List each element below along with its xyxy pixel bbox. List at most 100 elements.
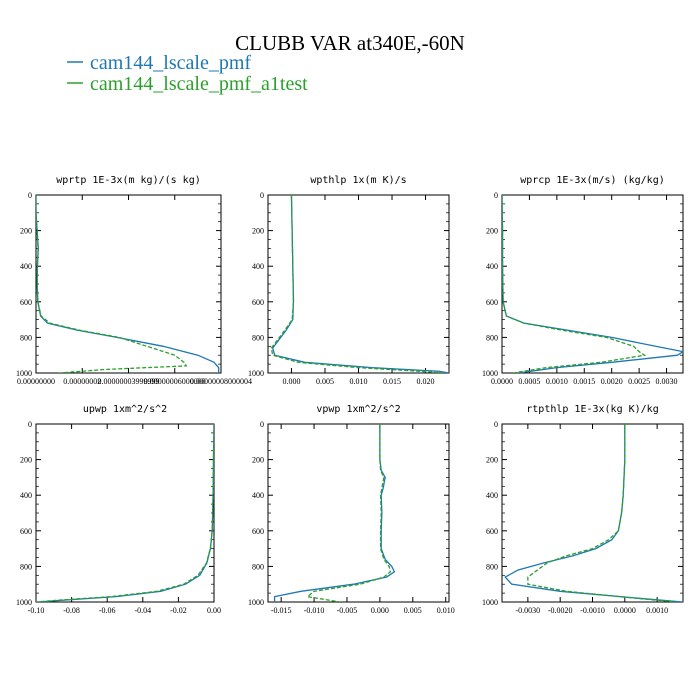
y-tick-label: 0 xyxy=(260,191,264,200)
panel-title: wprcp 1E-3x(m/s) (kg/kg) xyxy=(520,175,665,186)
panel-5: vpwp 1xm^2/s^2 0 200 400 600 800 1000 -0.015 -0.… xyxy=(248,404,455,615)
y-tick-label: 400 xyxy=(252,262,264,271)
y-tick-label: 600 xyxy=(20,298,32,307)
y-tick-label: 800 xyxy=(486,562,498,571)
x-tick-label: 0.0025 xyxy=(628,377,650,386)
series-line-2 xyxy=(270,195,446,373)
x-tick-label: 0.005 xyxy=(316,377,334,386)
y-tick-label: 600 xyxy=(252,527,264,536)
legend: cam144_lscale_pmf cam144_lscale_pmf_a1te… xyxy=(67,52,308,95)
x-tick-label: 0.010 xyxy=(437,606,455,615)
y-tick-label: 0 xyxy=(28,191,32,200)
panels-group: wprtp 1E-3x(m kg)/(s kg) 0 200 400 600 800 100… xyxy=(16,175,684,615)
x-tick-label: 0.0020 xyxy=(601,377,623,386)
series-line-2 xyxy=(36,195,188,373)
series-line-1 xyxy=(502,195,683,373)
y-tick-label: 200 xyxy=(20,456,32,465)
legend-label-series-2: cam144_lscale_pmf_a1test xyxy=(90,73,308,95)
y-tick-label: 600 xyxy=(20,527,32,536)
y-tick-label: 1000 xyxy=(248,369,264,378)
x-tick-label: -0.04 xyxy=(134,606,151,615)
x-tick-label: 0.005 xyxy=(404,606,422,615)
y-tick-label: 400 xyxy=(20,262,32,271)
y-tick-label: 400 xyxy=(486,491,498,500)
series-line-1 xyxy=(37,424,214,602)
y-tick-label: 200 xyxy=(20,227,32,236)
y-tick-label: 0 xyxy=(28,420,32,429)
y-tick-label: 600 xyxy=(252,298,264,307)
y-tick-label: 200 xyxy=(252,456,264,465)
series-line-2 xyxy=(502,195,647,373)
panel-1: wprtp 1E-3x(m kg)/(s kg) 0 200 400 600 800 100… xyxy=(16,175,252,386)
x-tick-label: -0.010 xyxy=(304,606,325,615)
series-line-1 xyxy=(271,195,449,373)
series-line-1 xyxy=(504,424,683,602)
y-tick-label: 200 xyxy=(252,227,264,236)
x-tick-label: -0.0030 xyxy=(516,606,541,615)
x-tick-label: 0.015 xyxy=(383,377,401,386)
y-tick-label: 200 xyxy=(486,456,498,465)
x-tick-label: 0.000 xyxy=(371,606,389,615)
series-line-1 xyxy=(36,195,220,373)
x-tick-label: 0.00000002 xyxy=(63,377,101,386)
panel-4: upwp 1xm^2/s^2 0 200 400 600 800 1000-0.10 -0.0… xyxy=(16,404,221,615)
x-tick-label: 0.000 xyxy=(282,377,300,386)
plot-frame xyxy=(35,194,222,374)
x-tick-label: -0.0010 xyxy=(580,606,605,615)
panel-title: rtpthlp 1E-3x(kg K)/kg xyxy=(526,404,658,415)
y-tick-label: 1000 xyxy=(482,369,498,378)
x-tick-label: 0.0000 xyxy=(614,606,636,615)
x-tick-label: 0.020 xyxy=(417,377,435,386)
x-tick-label: 0.0015 xyxy=(573,377,595,386)
y-tick-label: 0 xyxy=(494,191,498,200)
x-tick-label: 0.010 xyxy=(350,377,368,386)
legend-label-series-1: cam144_lscale_pmf xyxy=(90,52,251,74)
y-tick-label: 800 xyxy=(20,562,32,571)
x-tick-label: -0.015 xyxy=(271,606,292,615)
series-line-1 xyxy=(273,424,396,602)
y-tick-label: 1000 xyxy=(482,598,498,607)
panel-6: rtpthlp 1E-3x(kg K)/kg 0 200 400 600 800 1000 -… xyxy=(482,404,684,615)
x-tick-label: 0.00000003999999 xyxy=(98,377,160,386)
y-tick-label: 800 xyxy=(252,333,264,342)
y-tick-label: 400 xyxy=(252,491,264,500)
x-tick-label: 0.00 xyxy=(207,606,221,615)
x-tick-label: 0.0030 xyxy=(656,377,678,386)
panel-title: wpthlp 1x(m K)/s xyxy=(310,175,406,186)
x-tick-label: 0.0010 xyxy=(646,606,668,615)
y-tick-label: 1000 xyxy=(248,598,264,607)
y-tick-label: 600 xyxy=(486,527,498,536)
y-tick-label: 0 xyxy=(260,420,264,429)
x-tick-label: -0.005 xyxy=(337,606,358,615)
y-tick-label: 400 xyxy=(486,262,498,271)
x-tick-label: 0.0005 xyxy=(518,377,540,386)
series-line-2 xyxy=(36,424,214,602)
figure-title: CLUBB VAR at340E,-60N xyxy=(235,31,465,55)
y-tick-label: 1000 xyxy=(16,369,32,378)
x-tick-label: 0.00000006000000 xyxy=(144,377,206,386)
panel-3: wprcp 1E-3x(m/s) (kg/kg) 0 200 400 600 800 100… xyxy=(482,175,684,386)
plot-frame xyxy=(501,423,684,603)
y-tick-label: 800 xyxy=(486,333,498,342)
panel-title: wprtp 1E-3x(m kg)/(s kg) xyxy=(56,175,201,186)
panel-title: upwp 1xm^2/s^2 xyxy=(83,404,167,415)
y-tick-label: 1000 xyxy=(16,598,32,607)
plot-frame xyxy=(267,423,450,603)
series-line-2 xyxy=(305,424,392,602)
y-tick-label: 200 xyxy=(486,227,498,236)
x-tick-label: -0.02 xyxy=(170,606,187,615)
x-tick-label: 0.0000 xyxy=(491,377,513,386)
panel-title: vpwp 1xm^2/s^2 xyxy=(316,404,400,415)
plot-frame xyxy=(35,423,215,603)
x-tick-label: -0.06 xyxy=(99,606,116,615)
x-tick-label: 0.0010 xyxy=(546,377,568,386)
x-tick-label: 0.00000000 xyxy=(17,377,55,386)
x-tick-label: -0.08 xyxy=(63,606,80,615)
y-tick-label: 0 xyxy=(494,420,498,429)
y-tick-label: 600 xyxy=(486,298,498,307)
y-tick-label: 400 xyxy=(20,491,32,500)
y-tick-label: 800 xyxy=(20,333,32,342)
plot-frame xyxy=(267,194,450,374)
x-tick-label: -0.0020 xyxy=(548,606,573,615)
